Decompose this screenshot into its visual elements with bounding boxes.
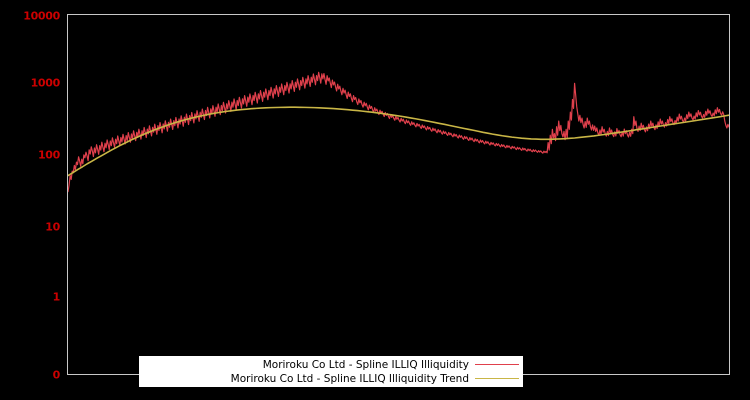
legend-item-illiquidity-trend: Moriroku Co Ltd - Spline ILLIQ Illiquidi… [139,372,519,386]
series-illiquidity-line [68,71,729,193]
y-tick-label-1000: 1000 [30,76,61,90]
legend-label-illiquidity-trend: Moriroku Co Ltd - Spline ILLIQ Illiquidi… [230,372,469,385]
y-tick-label-1: 1 [52,290,61,304]
y-tick-label-10000: 10000 [23,9,60,23]
y-tick-label-10: 10 [45,220,60,234]
legend-swatch-illiquidity [475,364,519,365]
legend-label-illiquidity: Moriroku Co Ltd - Spline ILLIQ Illiquidi… [262,358,469,371]
y-tick-label-0: 0 [52,368,61,382]
chart-canvas [68,71,729,193]
series-illiquidity-trend-line [68,106,729,177]
legend-item-illiquidity: Moriroku Co Ltd - Spline ILLIQ Illiquidi… [139,358,519,372]
chart-legend: Moriroku Co Ltd - Spline ILLIQ Illiquidi… [139,356,523,387]
legend-swatch-illiquidity-trend [475,378,519,379]
plot-area: Moriroku Co Ltd - Spline ILLIQ Illiquidi… [67,14,730,387]
y-axis-tick-labels: 10000 1000 100 10 1 0 [0,0,60,400]
y-tick-label-100: 100 [37,148,60,162]
